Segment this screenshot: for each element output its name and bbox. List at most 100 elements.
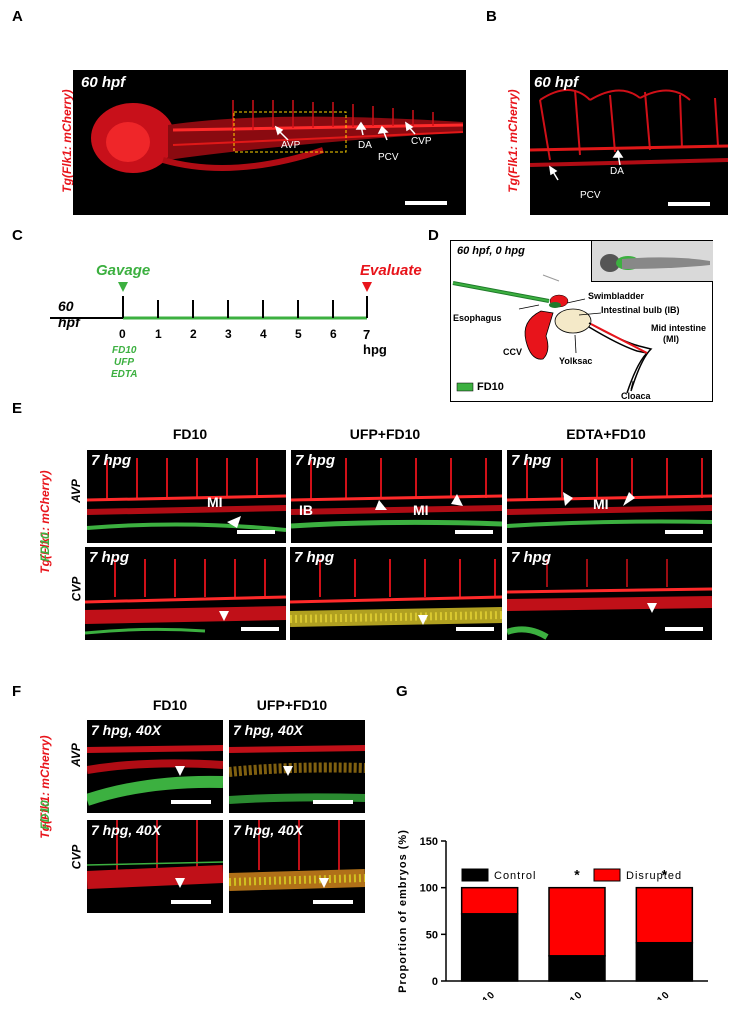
panel-b-image: 60 hpf DA PCV <box>530 70 728 215</box>
scale-bar <box>668 202 710 206</box>
bar-control <box>460 913 519 982</box>
legend-label-control: Control <box>494 870 536 882</box>
panel-e-row-avp: AVP <box>68 479 83 503</box>
panel-e-col-fd10: FD10 <box>172 426 208 442</box>
panel-f-time: 7 hpg, 40X <box>233 822 304 838</box>
panel-b-ylabel: Tg(Flk1: mCherry) <box>506 89 520 193</box>
panel-label-e: E <box>12 400 23 417</box>
treatment-edta: EDTA <box>111 369 138 380</box>
panel-e-avp-fd10: 7 hpg MI <box>87 450 286 543</box>
label-mid-intestine-abbr: (MI) <box>663 334 679 344</box>
panel-label-a: A <box>12 8 23 25</box>
panel-f-col-fd10: FD10 <box>152 697 188 713</box>
panel-a-time: 60 hpf <box>81 74 126 91</box>
panel-d-diagram: 60 hpf, 0 hpg Swimbladder Intestinal bul… <box>450 240 713 402</box>
panel-label-d: D <box>428 227 439 244</box>
vessel-image <box>87 745 223 806</box>
vessel-image <box>85 559 286 635</box>
annotation-da: DA <box>358 140 372 151</box>
panel-label-b: B <box>486 8 497 25</box>
panel-f-cvp-ufp: 7 hpg, 40X <box>229 820 365 913</box>
panel-e-time: 7 hpg <box>511 549 551 566</box>
annotation-cvp: CVP <box>411 136 432 147</box>
label-mid-intestine: Mid intestine <box>651 323 707 333</box>
x-tick-label: FD10 <box>470 989 498 1000</box>
tick-2: 2 <box>190 327 197 341</box>
tick-5: 5 <box>295 327 302 341</box>
label-ib: IB <box>299 502 313 518</box>
evaluate-label: Evaluate <box>360 262 422 279</box>
label-intestinal-bulb: Intestinal bulb (IB) <box>601 305 680 315</box>
bar-control <box>548 955 606 982</box>
panel-e-ylabel-green: FD10 <box>38 532 52 562</box>
zebrafish-lateral-view <box>91 100 464 173</box>
panel-b-time: 60 hpf <box>534 74 579 91</box>
panel-f-time: 7 hpg, 40X <box>91 822 162 838</box>
treatment-fd10: FD10 <box>112 345 137 356</box>
gavage-label: Gavage <box>96 262 151 279</box>
x-tick-label: UFP+FD10 <box>536 989 585 1000</box>
tick-4: 4 <box>260 327 267 341</box>
vessel-image <box>229 745 365 804</box>
label-cloaca: Cloaca <box>621 391 651 401</box>
bar-control <box>635 941 694 982</box>
annotation-avp: AVP <box>281 140 301 151</box>
label-ccv: CCV <box>503 347 523 357</box>
panel-e-col-fd10-row2: FD10 <box>172 524 208 540</box>
panel-e-col-ufp-row2: UFP+FD10 <box>349 524 421 540</box>
tick-7: 7 hpg <box>363 327 387 357</box>
vessel-image <box>87 458 286 532</box>
legend-swatch-control <box>461 868 489 882</box>
label-yolksac: Yolksac <box>559 356 593 366</box>
vessel-image <box>290 559 502 627</box>
panel-e-time: 7 hpg <box>91 452 131 469</box>
label-mi: MI <box>593 496 609 512</box>
y-tick-label: 100 <box>420 883 438 895</box>
significance-marker: * <box>662 867 668 883</box>
tick-6: 6 <box>330 327 337 341</box>
panel-e-time: 7 hpg <box>511 452 551 469</box>
y-tick-label: 50 <box>426 929 438 941</box>
panel-e-time: 7 hpg <box>294 549 334 566</box>
gut-schematic <box>452 274 653 394</box>
y-tick-label: 150 <box>420 836 438 848</box>
trunk-vessels <box>530 89 728 181</box>
x-tick-label: EDTA+FD10 <box>618 989 672 1000</box>
scale-bar <box>313 800 353 804</box>
panel-f-time: 7 hpg, 40X <box>233 722 304 738</box>
tick-3: 3 <box>225 327 232 341</box>
legend-swatch-disrupted <box>593 868 621 882</box>
scale-bar <box>665 627 703 631</box>
label-mi: MI <box>413 502 429 518</box>
label-swimbladder: Swimbladder <box>588 291 645 301</box>
panel-f-cvp-fd10: 7 hpg, 40X <box>87 820 223 913</box>
significance-marker: * <box>574 867 580 883</box>
scale-bar <box>237 530 275 534</box>
panel-f-avp-ufp: 7 hpg, 40X <box>229 720 365 813</box>
panel-e-avp-edta: 7 hpg MI <box>507 450 712 543</box>
scale-bar <box>665 530 703 534</box>
timeline-start: 60 hpf <box>58 298 80 330</box>
scale-bar <box>313 900 353 904</box>
panel-f-avp-fd10: 7 hpg, 40X <box>87 720 223 813</box>
panel-a-image: 60 hpf AVP DA PCV CVP <box>73 70 466 215</box>
bar-disrupted <box>635 886 694 944</box>
tick-1: 1 <box>155 327 162 341</box>
y-tick-label: 0 <box>432 976 438 988</box>
embryo-inset-drawing <box>600 254 710 272</box>
panel-f-ylabel-green: FD10 <box>38 800 52 830</box>
y-axis-label: Proportion of embryos (%) <box>397 829 409 993</box>
legend-fd10: FD10 <box>477 381 504 393</box>
panel-label-f: F <box>12 683 22 700</box>
vessel-image <box>87 820 223 889</box>
scale-bar <box>455 530 493 534</box>
panel-e-time: 7 hpg <box>295 452 335 469</box>
panel-f-row-avp: AVP <box>68 743 83 767</box>
scale-bar <box>171 900 211 904</box>
label-esophagus: Esophagus <box>453 313 502 323</box>
vessel-image <box>507 458 712 528</box>
scale-bar <box>405 201 447 205</box>
panel-e-col-ufp: UFP+FD10 <box>349 426 421 442</box>
tick-0: 0 <box>119 327 126 341</box>
panel-e-cvp-fd10: 7 hpg <box>85 547 286 640</box>
